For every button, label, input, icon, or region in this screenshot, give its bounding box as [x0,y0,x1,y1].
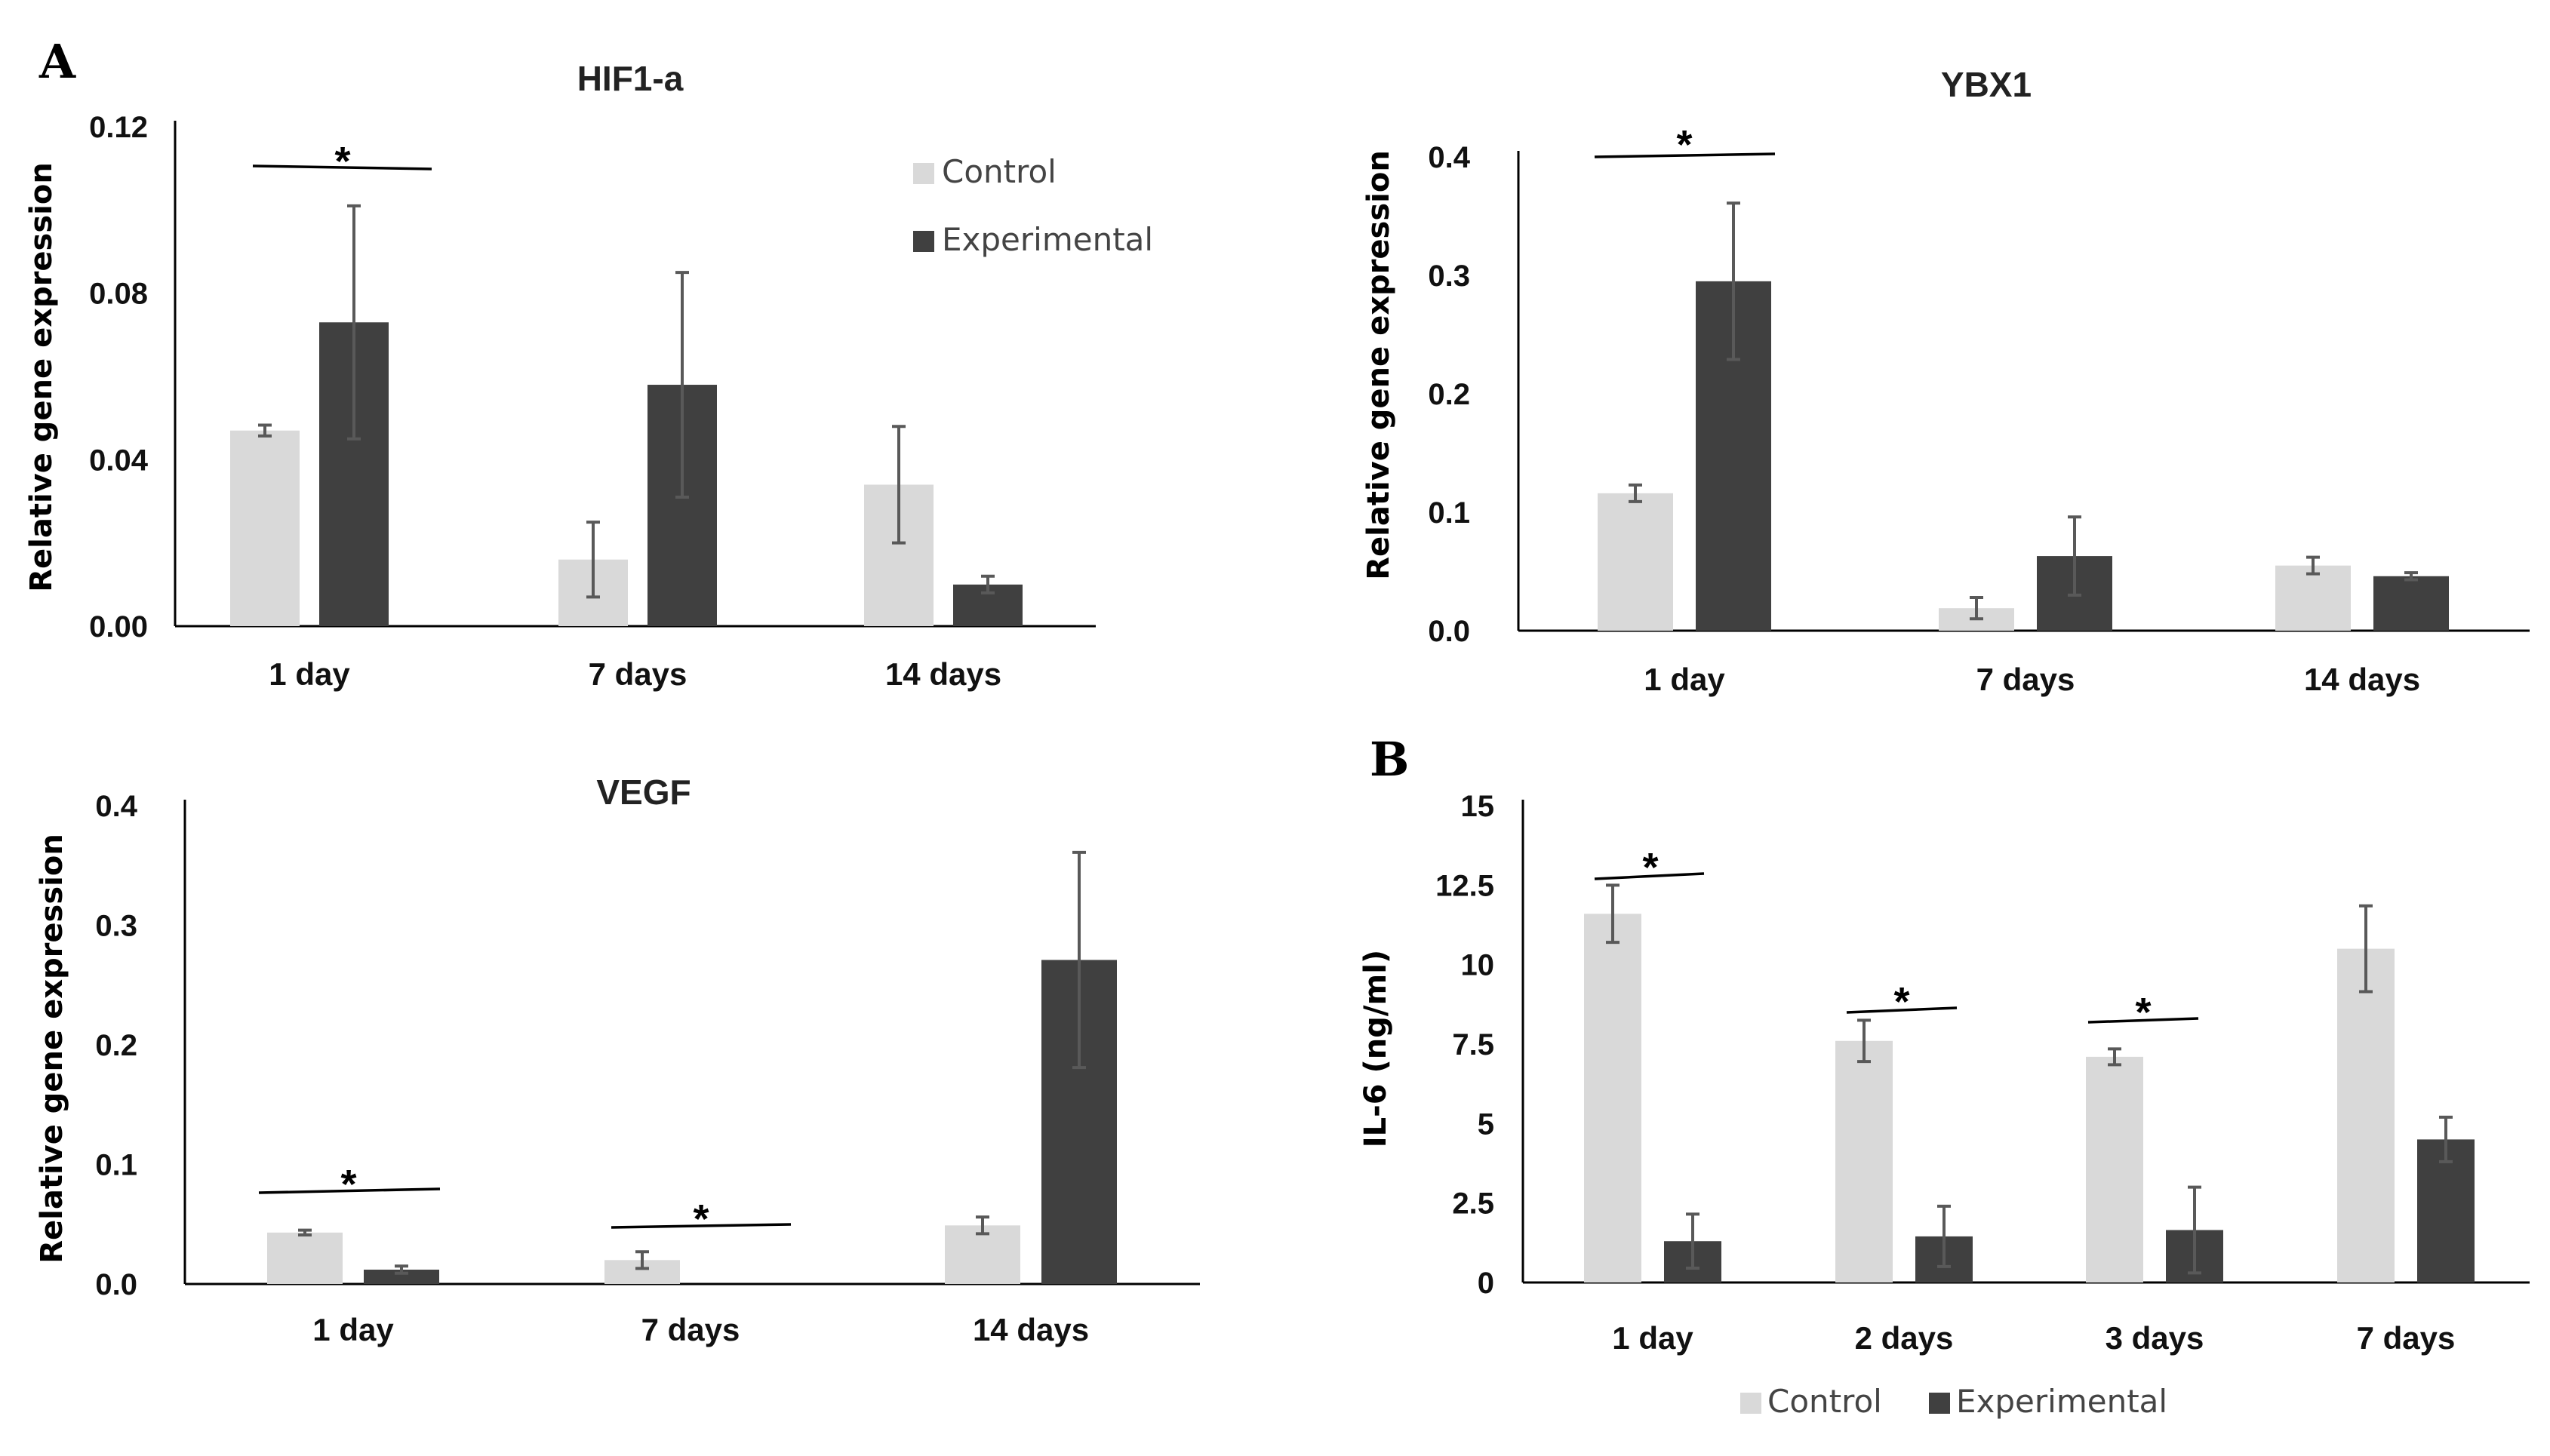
y-tick-label: 10 [1461,949,1495,982]
significance-line [1594,152,1776,158]
y-tick-label: 0.2 [1428,378,1470,411]
x-tick-label: 1 day [1612,1320,1693,1356]
bar-experimental [2373,576,2449,631]
bar-control [2337,948,2395,1282]
significance-star: * [1893,979,1909,1024]
y-axis-label: Relative gene expression [24,162,59,592]
bar-control [1835,1040,1893,1282]
x-tick-label: 1 day [269,656,350,692]
panel-label-b: B [1370,732,1409,787]
legend-swatch-control [1740,1393,1761,1414]
y-tick-label: 0.3 [95,910,137,943]
significance-line [1846,1006,1958,1014]
x-tick-label: 14 days [885,656,1001,692]
y-tick-label: 0 [1478,1267,1494,1300]
x-tick-label: 7 days [641,1312,740,1347]
bar-control [230,430,300,626]
significance-star: * [334,139,350,184]
x-tick-label: 2 days [1855,1320,1954,1356]
y-tick-label: 0.00 [89,610,148,644]
significance-star: * [2135,990,2151,1035]
chart-vegf: VEGF Relative gene expression 0.0 0.1 0.2 0.3… [35,773,1200,1347]
significance-star: * [340,1162,356,1207]
bar-control [267,1232,343,1284]
y-tick-label: 0.3 [1428,260,1470,293]
legend-label-experimental: Experimental [942,221,1153,258]
significance-line [2087,1017,2199,1024]
significance-line [252,164,432,170]
legend-label-experimental: Experimental [1956,1383,2167,1420]
y-tick-label: 0.0 [1428,615,1470,648]
bar-experimental [2417,1139,2475,1282]
x-tick-label: 7 days [589,656,687,692]
significance-line [258,1187,441,1194]
significance-line [1594,872,1705,880]
legend-label-control: Control [1767,1383,1882,1420]
chart-title: YBX1 [1941,65,2032,104]
y-tick-label: 0.2 [95,1029,137,1062]
significance-line [611,1223,792,1229]
y-axis-label: Relative gene expression [1361,150,1396,580]
chart-title: HIF1-a [577,59,684,98]
legend-swatch-experimental [1929,1393,1950,1414]
significance-star: * [1676,122,1692,167]
chart-ybx1: YBX1 Relative gene expression 0.0 0.1 0.2 0.3… [1361,65,2530,697]
bar-control [2086,1056,2143,1282]
y-tick-label: 7.5 [1452,1028,1494,1061]
chart-title: VEGF [596,773,691,812]
y-tick-label: 5 [1478,1107,1494,1141]
y-tick-label: 0.1 [1428,496,1470,530]
panel-label-a: A [38,34,76,89]
bar-control [1598,493,1673,631]
y-tick-label: 0.08 [89,278,148,311]
x-tick-label: 3 days [2106,1320,2204,1356]
chart-il6: IL-6 (ng/ml) 0 2.5 5 7.5 10 12.5 15 1 day 2 days 3… [1358,790,2530,1420]
significance-star: * [693,1196,709,1242]
bar-experimental [364,1269,439,1284]
y-tick-label: 2.5 [1452,1187,1494,1221]
y-tick-label: 0.0 [95,1268,137,1301]
y-tick-label: 0.12 [89,111,148,144]
y-axis-label: IL-6 (ng/ml) [1358,950,1393,1147]
y-tick-label: 12.5 [1435,869,1494,902]
x-tick-label: 1 day [312,1312,394,1347]
x-tick-label: 7 days [2357,1320,2456,1356]
bar-control [1584,914,1641,1282]
legend-label-control: Control [942,153,1057,190]
bar-control [2275,565,2351,631]
y-tick-label: 15 [1461,790,1495,823]
significance-star: * [1642,845,1658,890]
y-axis-label: Relative gene expression [35,834,69,1264]
y-tick-label: 0.04 [89,444,149,477]
x-tick-label: 7 days [1976,662,2075,697]
chart-hif1a: HIF1-a Relative gene expression 0.00 0.04 0.… [24,59,1153,692]
legend-swatch-control [913,163,934,184]
y-tick-label: 0.4 [95,790,137,823]
x-tick-label: 14 days [973,1312,1089,1347]
y-tick-label: 0.1 [95,1149,137,1182]
y-tick-label: 0.4 [1428,141,1470,174]
x-tick-label: 1 day [1644,662,1725,697]
legend-swatch-experimental [913,231,934,252]
x-tick-label: 14 days [2304,662,2420,697]
